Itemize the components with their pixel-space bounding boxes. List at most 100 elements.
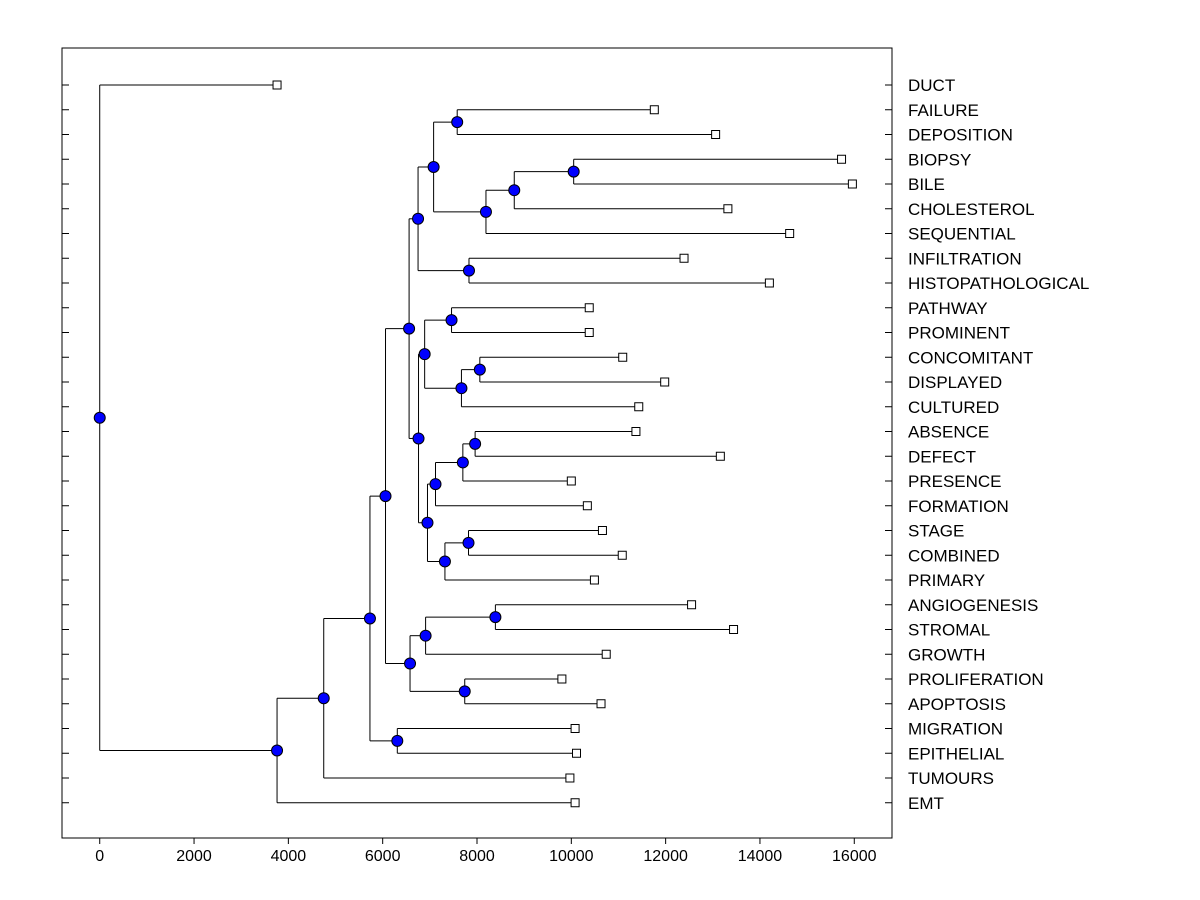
leaf-marker [679, 253, 689, 263]
merge-node [438, 555, 451, 568]
merge-node [451, 116, 464, 129]
leaf-label: BIOPSY [908, 150, 971, 169]
leaf-marker [631, 427, 641, 436]
leaf-label: CONCOMITANT [908, 348, 1033, 367]
leaf-label: STROMAL [908, 621, 990, 640]
leaf-marker [570, 798, 580, 808]
x-tick-label: 0 [95, 848, 104, 865]
leaf-label: PATHWAY [908, 299, 988, 318]
leaf-label: STAGE [908, 522, 964, 541]
merge-node [418, 348, 431, 361]
x-tick-label: 10000 [549, 848, 594, 865]
leaf-marker [723, 204, 733, 214]
leaf-marker [572, 748, 582, 758]
merge-node [93, 411, 106, 424]
leaf-label: PROLIFERATION [908, 670, 1044, 689]
leaf-label: COMBINED [908, 546, 1000, 565]
leaf-marker [597, 526, 607, 535]
leaf-marker [729, 625, 739, 634]
leaf-marker [566, 476, 576, 486]
leaf-label: SEQUENTIAL [908, 225, 1016, 244]
leaf-marker [764, 278, 774, 288]
merge-node [445, 314, 458, 327]
leaf-marker [634, 402, 644, 412]
leaf-label: BILE [908, 175, 945, 194]
leaf-marker [582, 501, 592, 511]
leaf-labels: DUCT FAILURE DEPOSITION BIOPSY BILE CHOLESTER… [908, 76, 1089, 813]
leaf-marker [715, 451, 725, 461]
merge-node [469, 437, 482, 450]
merge-node [403, 322, 416, 335]
leaf-marker [617, 550, 627, 560]
merge-node [479, 205, 492, 218]
merge-node [429, 478, 442, 491]
merge-node [567, 165, 580, 178]
leaf-label: HISTOPATHOLOGICAL [908, 274, 1089, 293]
merge-node [462, 264, 475, 277]
leaf-label: CHOLESTEROL [908, 200, 1035, 219]
leaf-label: FORMATION [908, 497, 1009, 516]
merge-node [419, 629, 432, 642]
x-tick-label: 14000 [738, 848, 783, 865]
leaf-marker [847, 179, 857, 189]
leaf-label: TUMOURS [908, 769, 994, 788]
merge-node [462, 536, 475, 549]
leaf-label: PRESENCE [908, 472, 1002, 491]
leaf-marker [649, 105, 659, 115]
x-tick-label: 4000 [271, 848, 307, 865]
leaf-label: EMT [908, 794, 944, 813]
merge-node [404, 657, 417, 670]
leaf-marker [596, 699, 606, 709]
leaf-label: GROWTH [908, 645, 985, 664]
leaf-marker [687, 600, 697, 610]
leaf-label: MIGRATION [908, 720, 1003, 739]
leaf-label: DISPLAYED [908, 373, 1002, 392]
leaf-label: PRIMARY [908, 571, 985, 590]
axis-ticks: 0 2000 4000 6000 8000 10000 12000 14000 16000 [62, 84, 892, 865]
leaf-label: PROMINENT [908, 324, 1010, 343]
merge-node [489, 611, 502, 624]
leaf-marker [565, 773, 575, 783]
leaf-marker [601, 649, 611, 659]
x-tick-label: 16000 [832, 848, 877, 865]
leaf-label: ABSENCE [908, 423, 989, 442]
leaf-marker [557, 674, 567, 684]
merge-node [412, 212, 425, 225]
merge-node [391, 734, 404, 747]
leaf-label: DUCT [908, 76, 955, 95]
merge-node [473, 363, 486, 376]
merge-node [455, 382, 468, 395]
x-tick-label: 2000 [176, 848, 212, 865]
leaf-marker [570, 724, 580, 733]
leaf-marker [584, 328, 594, 337]
leaf-marker [272, 80, 282, 90]
leaf-label: DEFECT [908, 447, 976, 466]
leaf-label: APOPTOSIS [908, 695, 1006, 714]
leaf-marker [618, 352, 628, 362]
leaf-marker [785, 229, 795, 238]
merge-node [458, 685, 471, 698]
merge-node [317, 692, 330, 705]
leaf-label: INFILTRATION [908, 249, 1022, 268]
x-tick-label: 8000 [459, 848, 495, 865]
merge-node [412, 432, 425, 445]
x-tick-label: 12000 [643, 848, 688, 865]
leaf-label: FAILURE [908, 101, 979, 120]
leaf-label: CULTURED [908, 398, 999, 417]
leaf-markers [272, 80, 857, 808]
merge-nodes [93, 116, 580, 757]
leaf-label: DEPOSITION [908, 126, 1013, 145]
x-tick-label: 6000 [365, 848, 401, 865]
merge-node [456, 456, 469, 469]
leaf-marker [660, 377, 670, 387]
merge-node [508, 184, 521, 197]
leaf-marker [837, 154, 847, 164]
leaf-marker [711, 130, 721, 139]
merge-node [421, 516, 434, 529]
leaf-marker [589, 575, 599, 585]
merge-node [379, 490, 392, 503]
merge-node [427, 160, 440, 173]
merge-node [271, 744, 284, 757]
merge-node [363, 612, 376, 625]
